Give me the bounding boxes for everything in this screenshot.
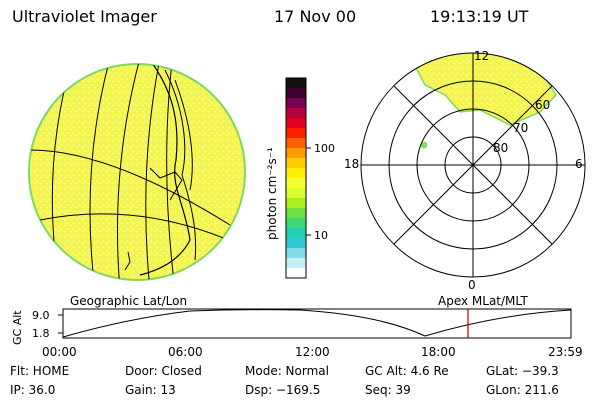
orbit-xtick: 06:00 xyxy=(168,345,203,359)
parallel-line xyxy=(39,213,241,246)
status-dsp: Dsp: −169.5 xyxy=(245,383,321,397)
auroral-spot xyxy=(420,141,428,149)
mlt-label-12: 12 xyxy=(474,49,489,63)
colorbar-band xyxy=(286,238,306,249)
earth-view-caption: Geographic Lat/Lon xyxy=(70,294,188,308)
colorbar-band xyxy=(286,228,306,239)
coastline xyxy=(174,79,193,191)
polar-plot-caption: Apex MLat/MLT xyxy=(438,294,528,308)
colorbar-band xyxy=(286,248,306,259)
parallel-line xyxy=(29,149,231,226)
status-flight: Flt: HOME xyxy=(10,364,70,378)
colorbar-band xyxy=(286,78,306,89)
mlt-label-6: 6 xyxy=(575,157,583,171)
colorbar-band xyxy=(286,208,306,219)
status-glat: GLat: −39.3 xyxy=(486,364,559,378)
coastline xyxy=(164,69,197,261)
colorbar-band xyxy=(286,118,306,129)
colorbar-band xyxy=(286,148,306,159)
status-gain: Gain: 13 xyxy=(125,383,176,397)
meridian-line xyxy=(117,64,141,280)
orbit-ytick-min: 1.8 xyxy=(32,327,50,340)
colorbar-band xyxy=(286,188,306,199)
meridian-line xyxy=(145,64,161,280)
colorbar-band xyxy=(286,158,306,169)
meridian-line xyxy=(89,64,111,280)
lat-label-80: 80 xyxy=(493,141,508,155)
colorbar-band xyxy=(286,268,306,279)
colorbar-band xyxy=(286,258,306,269)
earth-view-image xyxy=(28,63,246,281)
auroral-oval-region xyxy=(410,53,557,126)
status-glon: GLon: 211.6 xyxy=(486,383,559,397)
status-gc-alt: GC Alt: 4.6 Re xyxy=(365,364,449,378)
colorbar-band xyxy=(286,88,306,99)
colorbar-band xyxy=(286,98,306,109)
lat-label-60: 60 xyxy=(535,98,550,112)
colorbar-band xyxy=(286,108,306,119)
instrument-title: Ultraviolet Imager xyxy=(12,7,157,26)
date-label: 17 Nov 00 xyxy=(274,7,357,26)
mlt-label-18: 18 xyxy=(344,157,359,171)
status-door: Door: Closed xyxy=(125,364,202,378)
altitude-curve xyxy=(62,309,572,338)
orbit-ylabel: GC Alt xyxy=(11,310,24,345)
colorbar-unit-label: photon cm⁻²s⁻¹ xyxy=(265,147,279,240)
orbit-xtick: 12:00 xyxy=(295,345,330,359)
colorbar-tick-10: 10 xyxy=(314,229,328,242)
meridian-line xyxy=(166,64,176,280)
coastline xyxy=(149,167,183,201)
status-ip: IP: 36.0 xyxy=(10,383,56,397)
orbit-xtick: 23:59 xyxy=(548,345,583,359)
polar-plot xyxy=(360,52,586,278)
colorbar-band xyxy=(286,178,306,189)
colorbar-tick-100: 100 xyxy=(314,142,335,155)
colorbar-band xyxy=(286,128,306,139)
colorbar xyxy=(285,77,311,279)
status-mode: Mode: Normal xyxy=(245,364,329,378)
colorbar-band xyxy=(286,198,306,209)
colorbar-band xyxy=(286,138,306,149)
colorbar-band xyxy=(286,168,306,179)
mlt-label-0: 0 xyxy=(468,278,476,292)
orbit-xtick: 00:00 xyxy=(42,345,77,359)
coastline xyxy=(124,251,131,271)
orbit-xtick: 18:00 xyxy=(421,345,456,359)
lat-label-70: 70 xyxy=(513,121,528,135)
status-seq: Seq: 39 xyxy=(365,383,411,397)
time-label: 19:13:19 UT xyxy=(430,7,529,26)
orbit-altitude-plot xyxy=(58,308,572,339)
orbit-ytick-max: 9.0 xyxy=(32,309,50,322)
colorbar-band xyxy=(286,218,306,229)
